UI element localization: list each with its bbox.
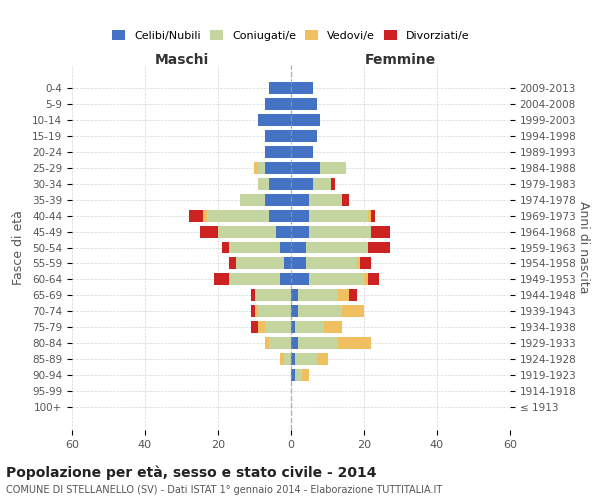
Bar: [265, 146, 291, 158]
Bar: [291, 290, 298, 302]
Bar: [258, 114, 291, 126]
Bar: [368, 210, 371, 222]
Bar: [236, 258, 284, 270]
Bar: [291, 338, 298, 349]
Bar: [338, 338, 371, 349]
Y-axis label: Fasce di età: Fasce di età: [12, 210, 25, 285]
Bar: [229, 258, 236, 270]
Bar: [265, 194, 291, 205]
Bar: [291, 242, 305, 254]
Bar: [331, 178, 335, 190]
Bar: [295, 354, 317, 366]
Text: Maschi: Maschi: [154, 53, 209, 67]
Bar: [189, 210, 203, 222]
Bar: [342, 306, 364, 318]
Bar: [368, 242, 389, 254]
Bar: [309, 210, 368, 222]
Bar: [291, 274, 309, 285]
Bar: [229, 274, 280, 285]
Y-axis label: Anni di nascita: Anni di nascita: [577, 201, 590, 294]
Bar: [309, 274, 364, 285]
Bar: [240, 194, 265, 205]
Bar: [291, 226, 309, 237]
Bar: [280, 242, 291, 254]
Bar: [251, 290, 254, 302]
Bar: [309, 226, 371, 237]
Bar: [295, 370, 302, 382]
Bar: [280, 274, 291, 285]
Bar: [291, 210, 309, 222]
Bar: [254, 290, 291, 302]
Bar: [258, 178, 269, 190]
Bar: [207, 210, 269, 222]
Bar: [302, 370, 309, 382]
Bar: [258, 306, 291, 318]
Bar: [291, 194, 309, 205]
Bar: [291, 146, 313, 158]
Bar: [254, 162, 258, 173]
Bar: [291, 114, 320, 126]
Bar: [305, 242, 368, 254]
Bar: [269, 210, 291, 222]
Bar: [298, 290, 338, 302]
Bar: [349, 290, 356, 302]
Bar: [269, 82, 291, 94]
Text: Femmine: Femmine: [365, 53, 436, 67]
Bar: [356, 258, 361, 270]
Bar: [284, 354, 291, 366]
Bar: [269, 178, 291, 190]
Bar: [309, 194, 342, 205]
Bar: [265, 322, 291, 334]
Bar: [229, 242, 280, 254]
Bar: [291, 322, 295, 334]
Bar: [254, 306, 258, 318]
Bar: [324, 322, 342, 334]
Bar: [265, 162, 291, 173]
Bar: [221, 242, 229, 254]
Bar: [277, 226, 291, 237]
Bar: [265, 338, 269, 349]
Bar: [291, 178, 313, 190]
Bar: [295, 322, 324, 334]
Bar: [258, 322, 265, 334]
Bar: [291, 258, 305, 270]
Bar: [214, 274, 229, 285]
Bar: [364, 274, 368, 285]
Bar: [200, 226, 218, 237]
Bar: [371, 226, 389, 237]
Bar: [218, 226, 277, 237]
Bar: [265, 130, 291, 141]
Bar: [313, 178, 331, 190]
Bar: [298, 306, 342, 318]
Bar: [291, 306, 298, 318]
Legend: Celibi/Nubili, Coniugati/e, Vedovi/e, Divorziati/e: Celibi/Nubili, Coniugati/e, Vedovi/e, Di…: [112, 30, 470, 41]
Bar: [298, 338, 338, 349]
Bar: [371, 210, 375, 222]
Bar: [291, 82, 313, 94]
Bar: [368, 274, 379, 285]
Text: Popolazione per età, sesso e stato civile - 2014: Popolazione per età, sesso e stato civil…: [6, 465, 377, 479]
Bar: [291, 98, 317, 110]
Bar: [317, 354, 328, 366]
Bar: [291, 162, 320, 173]
Bar: [203, 210, 207, 222]
Bar: [342, 194, 349, 205]
Bar: [291, 354, 295, 366]
Bar: [258, 162, 265, 173]
Bar: [280, 354, 284, 366]
Bar: [251, 322, 258, 334]
Bar: [251, 306, 254, 318]
Bar: [269, 338, 291, 349]
Bar: [361, 258, 371, 270]
Text: COMUNE DI STELLANELLO (SV) - Dati ISTAT 1° gennaio 2014 - Elaborazione TUTTITALI: COMUNE DI STELLANELLO (SV) - Dati ISTAT …: [6, 485, 442, 495]
Bar: [291, 130, 317, 141]
Bar: [305, 258, 357, 270]
Bar: [291, 370, 295, 382]
Bar: [265, 98, 291, 110]
Bar: [320, 162, 346, 173]
Bar: [338, 290, 349, 302]
Bar: [284, 258, 291, 270]
